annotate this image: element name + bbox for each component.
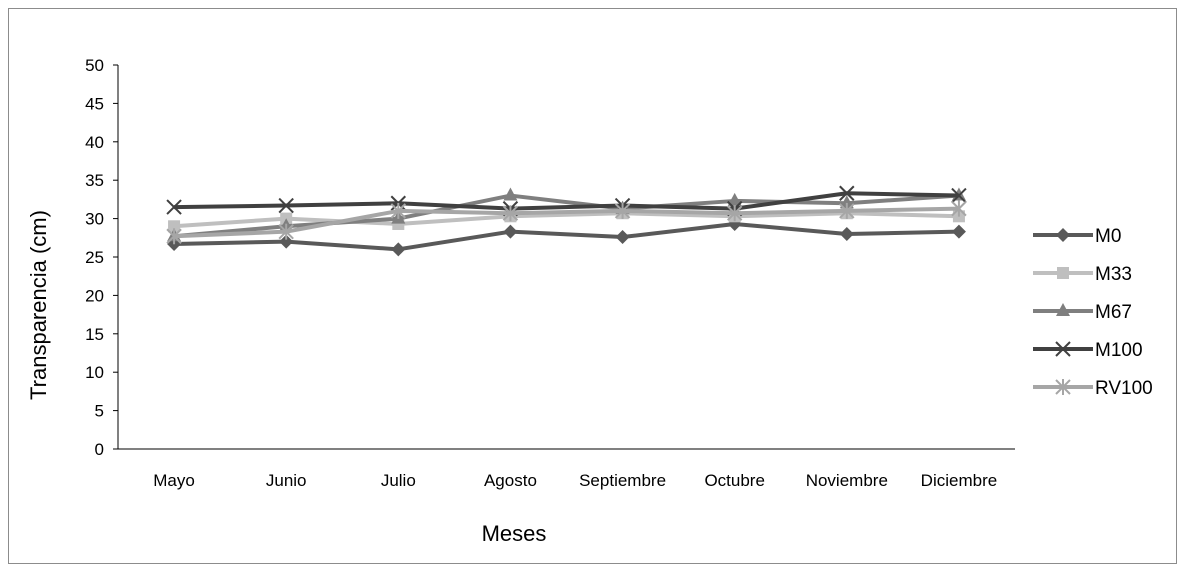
y-tick-label: 20 <box>85 286 104 305</box>
data-point-m67 <box>839 195 854 209</box>
data-point-m100 <box>166 199 182 215</box>
data-point-rv100 <box>278 223 294 240</box>
x-tick-label: Agosto <box>484 471 537 490</box>
y-tick-label: 40 <box>85 133 104 152</box>
x-tick-label: Diciembre <box>921 471 998 490</box>
y-tick-label: 25 <box>85 248 104 267</box>
legend-label-m100: M100 <box>1095 340 1143 361</box>
legend-marker-m67 <box>1056 303 1070 316</box>
legend-item-m33: M33 <box>1033 264 1132 285</box>
data-point-m0 <box>615 230 630 245</box>
data-point-m67 <box>503 187 518 201</box>
legend-marker-rv100 <box>1055 379 1071 395</box>
data-point-rv100 <box>839 202 855 219</box>
data-point-m0 <box>391 242 406 257</box>
x-tick-label: Noviembre <box>806 471 888 490</box>
data-point-m100 <box>951 187 967 204</box>
legend-item-m67: M67 <box>1033 302 1132 323</box>
data-point-rv100 <box>726 205 743 222</box>
legend-label-m33: M33 <box>1095 264 1132 285</box>
legend-label-rv100: RV100 <box>1095 378 1153 399</box>
legend-marker-m33 <box>1057 267 1069 279</box>
legend-label-m0: M0 <box>1095 226 1121 247</box>
x-tick-label: Septiembre <box>579 471 666 490</box>
y-tick-label: 50 <box>85 56 104 75</box>
data-point-m33 <box>168 220 181 233</box>
series-rv100 <box>166 200 967 245</box>
y-tick-label: 45 <box>85 94 104 113</box>
legend-marker-m0 <box>1056 228 1070 242</box>
x-tick-label: Julio <box>381 471 416 490</box>
series-line-m33 <box>173 211 959 229</box>
legend-label-m67: M67 <box>1095 302 1132 323</box>
data-point-rv100 <box>166 228 182 245</box>
y-tick-label: 5 <box>95 402 104 421</box>
data-point-m67 <box>727 192 742 206</box>
legend: M0 M33 M67 M100 RV100 <box>1033 226 1153 399</box>
chart-border <box>8 8 1177 564</box>
axes: 0 5 10 15 20 25 30 35 40 45 50 Mayo Junio Julio Agosto… <box>85 56 1015 490</box>
series-line-rv100 <box>173 206 959 239</box>
data-point-m100 <box>839 185 855 201</box>
legend-item-m100: M100 <box>1033 340 1143 361</box>
series-layer <box>166 185 967 257</box>
data-point-m0 <box>279 234 294 249</box>
x-axis-title: Meses <box>482 521 547 546</box>
x-tick-label: Octubre <box>704 471 764 490</box>
series-line-m0 <box>174 221 959 252</box>
data-point-m0 <box>839 226 854 241</box>
data-point-rv100 <box>390 202 407 219</box>
data-point-m100 <box>278 197 294 214</box>
legend-item-m0: M0 <box>1033 226 1121 247</box>
data-point-rv100 <box>502 205 519 222</box>
legend-marker-m100 <box>1055 341 1071 357</box>
data-point-rv100 <box>951 200 967 217</box>
series-line-m100 <box>174 191 959 211</box>
data-point-m0 <box>503 224 518 239</box>
y-tick-label: 35 <box>85 171 104 190</box>
y-tick-label: 10 <box>85 363 104 382</box>
legend-item-rv100: RV100 <box>1033 378 1153 399</box>
y-axis-title: Transparencia (cm) <box>26 210 51 400</box>
y-tick-label: 0 <box>95 440 104 459</box>
x-tick-label: Junio <box>266 471 307 490</box>
data-point-rv100 <box>614 202 631 219</box>
data-point-m0 <box>951 224 966 239</box>
series-line-m67 <box>173 193 960 239</box>
y-tick-label: 15 <box>85 325 104 344</box>
y-tick-label: 30 <box>85 210 104 229</box>
x-tick-label: Mayo <box>153 471 195 490</box>
